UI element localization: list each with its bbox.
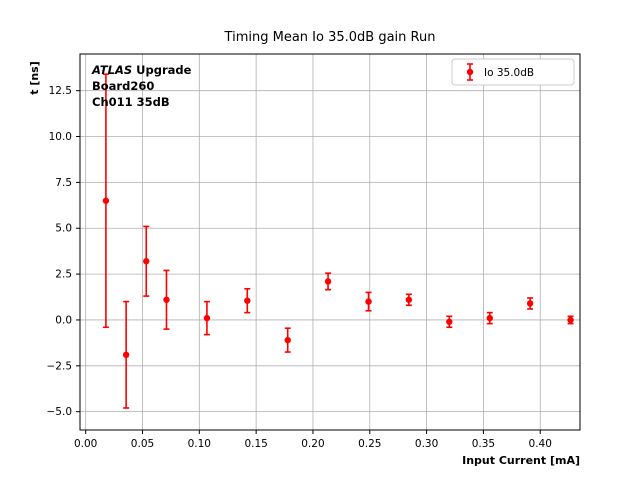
x-tick-label: 0.00 bbox=[74, 438, 97, 450]
legend: Io 35.0dB bbox=[451, 58, 575, 86]
data-point-marker bbox=[486, 314, 493, 322]
legend-errorbar-icon bbox=[466, 63, 474, 81]
annotation-line-1: ATLAS Upgrade bbox=[91, 63, 192, 77]
data-point-marker bbox=[203, 314, 211, 322]
tick-layer: 0.00 0.05 0.10 0.15 0.20 0.25 0.30 0.35 0.40 −5.0… bbox=[47, 85, 552, 450]
annotation-line-2: Board260 bbox=[92, 79, 154, 93]
y-tick-label: 2.5 bbox=[55, 269, 72, 281]
data-series-layer bbox=[102, 73, 574, 409]
data-point-marker bbox=[143, 258, 150, 265]
data-point-marker bbox=[526, 300, 534, 307]
annotation: ATLAS Upgrade Board260 Ch011 35dB bbox=[91, 63, 192, 109]
data-point-marker bbox=[244, 297, 251, 304]
x-tick-label: 0.25 bbox=[358, 438, 381, 450]
x-tick-label: 0.30 bbox=[415, 438, 438, 450]
legend-frame bbox=[451, 58, 575, 86]
data-point-marker bbox=[324, 278, 332, 285]
y-tick-label: 7.5 bbox=[55, 177, 72, 189]
x-tick-label: 0.10 bbox=[188, 438, 211, 450]
data-point-marker bbox=[284, 336, 291, 344]
axes-frame bbox=[79, 53, 581, 431]
y-tick-label: −5.0 bbox=[47, 406, 73, 418]
y-tick-label: −2.5 bbox=[47, 360, 73, 372]
legend-label: Io 35.0dB bbox=[484, 67, 534, 79]
series-io-35.0db bbox=[102, 73, 574, 409]
y-axis-label: t [ns] bbox=[28, 61, 41, 95]
annotation-upgrade: Upgrade bbox=[132, 63, 191, 77]
data-point-marker bbox=[365, 298, 372, 305]
x-axis-label: Input Current [mA] bbox=[462, 454, 580, 467]
x-tick-label: 0.40 bbox=[529, 438, 552, 450]
x-tick-label: 0.20 bbox=[301, 438, 324, 450]
data-point-marker bbox=[122, 351, 130, 358]
y-tick-label: 12.5 bbox=[49, 85, 72, 97]
chart-title: Timing Mean Io 35.0dB gain Run bbox=[224, 30, 436, 45]
x-tick-label: 0.05 bbox=[131, 438, 154, 450]
y-tick-label: 10.0 bbox=[49, 131, 72, 143]
annotation-line-3: Ch011 35dB bbox=[92, 95, 170, 109]
x-tick-label: 0.35 bbox=[472, 438, 495, 450]
annotation-atlas: ATLAS bbox=[91, 63, 132, 77]
data-point-marker bbox=[163, 296, 170, 303]
x-tick-label: 0.15 bbox=[244, 438, 267, 450]
data-point-marker bbox=[446, 318, 453, 325]
data-point-marker bbox=[567, 316, 574, 324]
y-tick-label: 5.0 bbox=[55, 223, 72, 235]
data-point-marker bbox=[405, 296, 413, 303]
grid-layer bbox=[80, 54, 580, 430]
y-tick-label: 0.0 bbox=[55, 314, 72, 326]
data-point-marker bbox=[102, 197, 110, 204]
